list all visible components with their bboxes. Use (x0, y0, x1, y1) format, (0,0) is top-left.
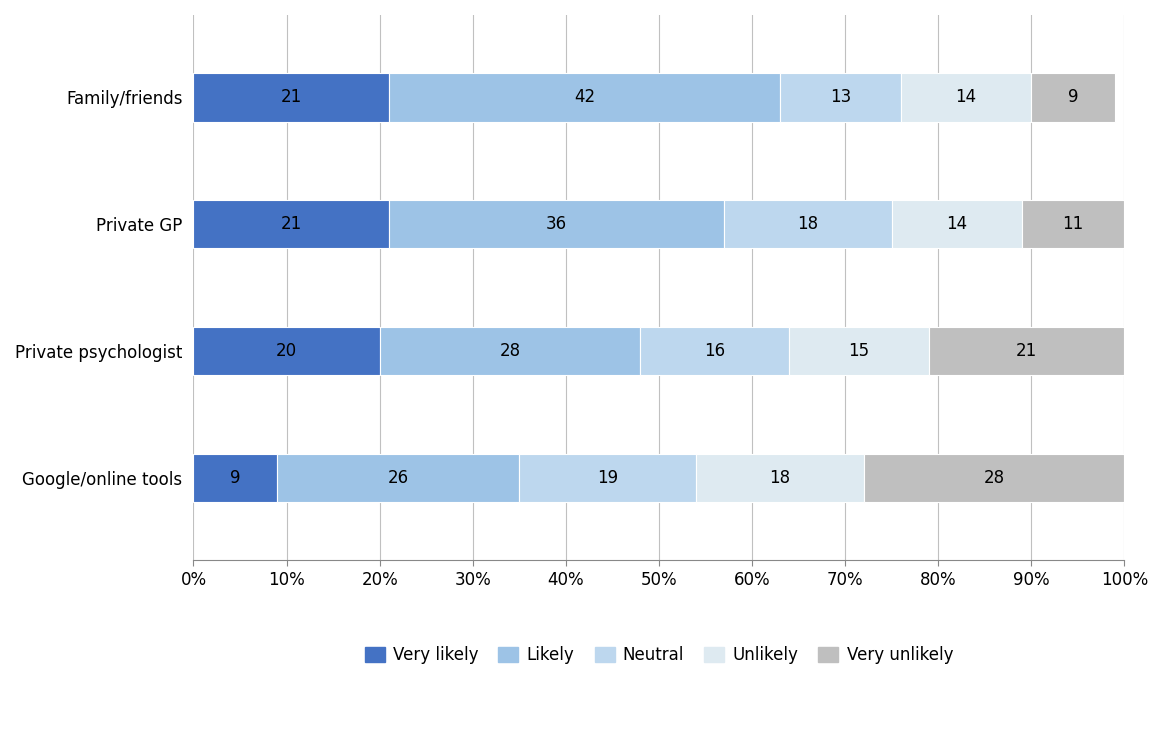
Bar (379, 327, 641, 375)
Text: 18: 18 (770, 469, 791, 487)
Bar (193, 327, 379, 375)
Text: 21: 21 (280, 88, 302, 107)
Bar (641, 327, 790, 375)
Bar (193, 73, 388, 122)
Bar (193, 200, 388, 248)
Text: 18: 18 (798, 215, 819, 233)
Text: 13: 13 (830, 88, 851, 107)
Bar (929, 327, 1125, 375)
Text: 42: 42 (573, 88, 595, 107)
Text: 26: 26 (387, 469, 409, 487)
Text: 15: 15 (849, 342, 870, 360)
Bar (697, 453, 864, 502)
Bar (780, 73, 901, 122)
Bar (1032, 73, 1115, 122)
Bar (193, 453, 277, 502)
Bar (892, 200, 1022, 248)
Text: 36: 36 (545, 215, 568, 233)
Bar (388, 200, 725, 248)
Text: 9: 9 (230, 469, 241, 487)
Bar (520, 453, 697, 502)
Bar (277, 453, 520, 502)
Text: 21: 21 (1016, 342, 1037, 360)
Bar (864, 453, 1125, 502)
Text: 28: 28 (499, 342, 521, 360)
Text: 28: 28 (984, 469, 1005, 487)
Text: 16: 16 (705, 342, 726, 360)
Text: 14: 14 (947, 215, 968, 233)
Text: 9: 9 (1068, 88, 1078, 107)
Legend: Very likely, Likely, Neutral, Unlikely, Very unlikely: Very likely, Likely, Neutral, Unlikely, … (358, 639, 959, 671)
Text: 11: 11 (1063, 215, 1084, 233)
Bar (1022, 200, 1125, 248)
Bar (790, 327, 929, 375)
Bar (388, 73, 780, 122)
Text: 20: 20 (276, 342, 297, 360)
Text: 19: 19 (597, 469, 619, 487)
Text: 14: 14 (956, 88, 977, 107)
Bar (901, 73, 1032, 122)
Text: 21: 21 (280, 215, 302, 233)
Bar (725, 200, 892, 248)
